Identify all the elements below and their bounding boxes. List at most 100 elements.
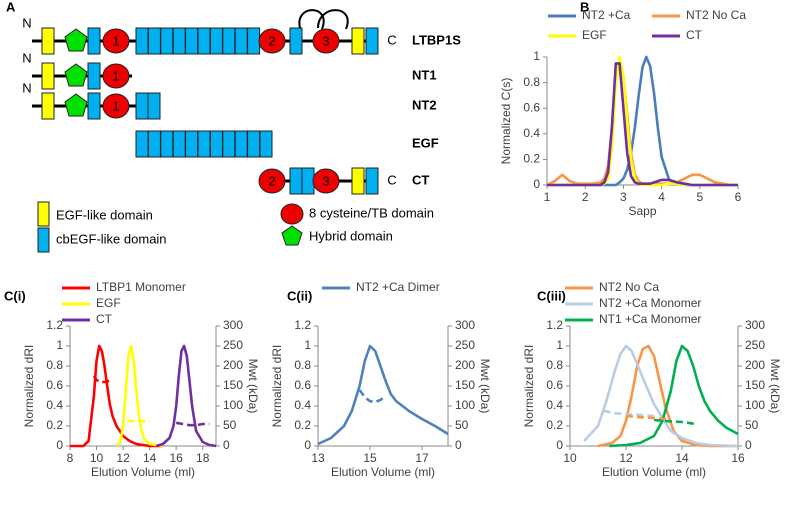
egf-like-domain — [41, 92, 55, 120]
mwt-line — [603, 409, 655, 418]
y-tick-label: 1 — [56, 338, 63, 352]
cbegf-like-domain — [289, 27, 303, 55]
x-tick-label: 6 — [735, 190, 742, 204]
cbegf-like-domain — [234, 27, 248, 55]
n-terminus: N — [22, 15, 31, 30]
y-axis-label: Normalized dRI — [522, 345, 536, 428]
y-tick-label: 0 — [533, 177, 540, 191]
legend-swatch — [37, 227, 50, 253]
y-tick-label: 0.6 — [523, 100, 540, 114]
y-tick-label: 0.4 — [523, 126, 540, 140]
y-axis-label: Normalized dRI — [270, 345, 284, 428]
hybrid-domain — [64, 28, 88, 52]
cbegf-like-domain — [247, 27, 261, 55]
legend-text: 8 cysteine/TB domain — [309, 205, 434, 220]
cbegf-like-domain — [209, 27, 223, 55]
panel-label: B — [580, 0, 589, 14]
x-tick-label: 1 — [544, 190, 551, 204]
mwt-line — [92, 375, 111, 384]
y2-axis-label: Mwt (kDa) — [478, 359, 492, 414]
data-line — [317, 344, 449, 446]
data-line — [609, 344, 739, 448]
tb-domain — [258, 168, 286, 194]
y-tick-label: 1 — [533, 49, 540, 63]
construct-name: LTBP1S — [412, 32, 461, 47]
n-terminus: N — [22, 80, 31, 95]
x-tick-label: 10 — [563, 451, 577, 465]
x-tick-label: 2 — [582, 190, 589, 204]
legend-label: NT2 +Ca — [582, 8, 631, 22]
egf-like-domain — [351, 167, 365, 195]
y2-tick-label: 300 — [455, 318, 475, 332]
cbegf-like-domain — [87, 27, 101, 55]
disulfide-loop — [298, 9, 325, 30]
y-axis-label: Normalized C(s) — [499, 78, 513, 165]
cbegf-like-domain — [172, 27, 186, 55]
x-axis-label: Elution Volume (ml) — [602, 465, 706, 479]
egf-like-domain — [41, 62, 55, 90]
mwt-line — [175, 421, 210, 427]
data-line — [583, 344, 739, 448]
y-tick-label: 0.2 — [294, 418, 311, 432]
domain-number: 2 — [268, 173, 275, 188]
y-tick-label: 0.8 — [294, 358, 311, 372]
y2-tick-label: 150 — [745, 378, 765, 392]
y-tick-label: 0.2 — [546, 418, 563, 432]
x-tick-label: 18 — [196, 451, 210, 465]
x-tick-label: 14 — [143, 451, 157, 465]
x-tick-label: 5 — [696, 190, 703, 204]
cbegf-like-domain — [147, 130, 161, 158]
cbegf-like-domain — [87, 62, 101, 90]
y-tick-label: 0.8 — [546, 358, 563, 372]
data-line — [547, 55, 738, 187]
egf-like-domain — [41, 27, 55, 55]
construct-name: NT2 — [412, 97, 437, 112]
x-axis-label: Elution Volume (ml) — [91, 465, 195, 479]
y-tick-label: 0.4 — [294, 398, 311, 412]
cbegf-like-domain — [147, 27, 161, 55]
cbegf-like-domain — [365, 167, 379, 195]
data-line — [597, 344, 738, 448]
x-axis-label: Elution Volume (ml) — [331, 465, 435, 479]
cbegf-like-domain — [197, 27, 211, 55]
cbegf-like-domain — [135, 130, 149, 158]
construct-name: EGF — [412, 135, 439, 150]
y-tick-label: 0 — [556, 438, 563, 452]
x-tick-label: 12 — [116, 451, 130, 465]
cbegf-like-domain — [365, 27, 379, 55]
tb-domain — [102, 28, 130, 54]
x-tick-label: 8 — [67, 451, 74, 465]
mwt-line — [653, 418, 697, 426]
y2-tick-label: 250 — [223, 338, 243, 352]
n-terminus: N — [22, 50, 31, 65]
legend-swatch — [281, 225, 303, 246]
y-tick-label: 0.6 — [546, 378, 563, 392]
domain-number: 1 — [112, 68, 119, 83]
hybrid-domain — [64, 63, 88, 87]
domain-number: 1 — [112, 33, 119, 48]
cbegf-like-domain — [172, 130, 186, 158]
y-tick-label: 0.6 — [46, 378, 63, 392]
cbegf-like-domain — [147, 92, 161, 120]
data-line — [546, 62, 738, 187]
y2-axis-label: Mwt (kDa) — [768, 359, 782, 414]
cbegf-like-domain — [160, 27, 174, 55]
cbegf-like-domain — [259, 130, 273, 158]
y-tick-label: 1 — [304, 338, 311, 352]
cbegf-like-domain — [209, 130, 223, 158]
data-line — [155, 344, 217, 448]
x-tick-label: 13 — [311, 451, 325, 465]
y2-tick-label: 200 — [745, 358, 765, 372]
x-tick-label: 16 — [170, 451, 184, 465]
tb-domain — [312, 168, 340, 194]
y-tick-label: 1.2 — [46, 318, 63, 332]
y2-tick-label: 200 — [455, 358, 475, 372]
construct-name: CT — [412, 172, 429, 187]
legend-text: EGF-like domain — [56, 207, 153, 222]
y2-tick-label: 300 — [745, 318, 765, 332]
y2-tick-label: 100 — [223, 398, 243, 412]
egf-like-domain — [351, 27, 365, 55]
hybrid-domain — [64, 93, 88, 117]
legend-text: Hybrid domain — [309, 228, 393, 243]
